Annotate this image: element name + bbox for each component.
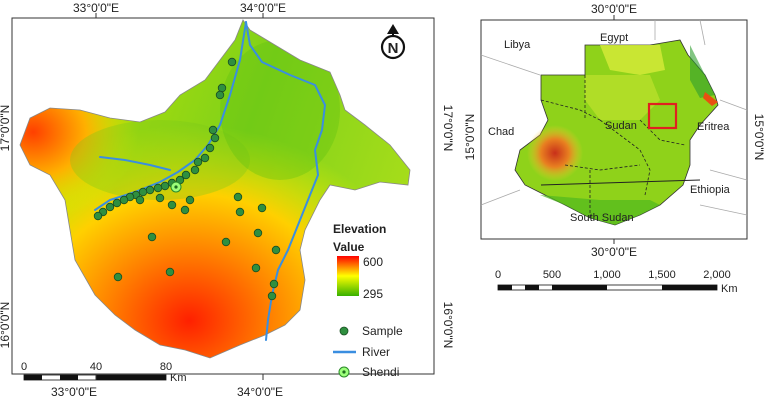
sample-point <box>200 153 210 163</box>
sample-point <box>180 205 190 215</box>
study-area-box <box>647 102 678 130</box>
svg-text:30°0'0"E: 30°0'0"E <box>591 2 637 16</box>
sample-point <box>167 200 177 210</box>
svg-text:33°0'0"E: 33°0'0"E <box>73 1 119 15</box>
label-eritrea: Eritrea <box>697 121 730 133</box>
legend-sample-label: Sample <box>362 324 403 338</box>
river-tributary-west <box>99 156 171 171</box>
sample-point <box>181 170 191 180</box>
svg-text:17°0'0"N: 17°0'0"N <box>441 105 455 152</box>
label-south-sudan: South Sudan <box>570 212 634 224</box>
svg-text:40: 40 <box>90 361 102 373</box>
svg-text:16°0'0"N: 16°0'0"N <box>441 302 455 349</box>
svg-text:34°0'0"E: 34°0'0"E <box>237 385 283 399</box>
svg-text:0: 0 <box>495 269 501 281</box>
elevation-ramp <box>337 256 359 296</box>
inset-graticule: 30°0'0"E 30°0'0"E 15°0'0"N 15°0'0"N <box>463 2 766 259</box>
north-arrow: N <box>380 24 406 60</box>
sample-point <box>155 193 165 203</box>
svg-text:30°0'0"E: 30°0'0"E <box>591 245 637 259</box>
elevation-legend: Elevation Value 600 295 <box>333 222 386 301</box>
point-legend: Sample River Shendi <box>333 324 403 379</box>
label-ethiopia: Ethiopia <box>690 184 731 196</box>
svg-text:80: 80 <box>160 361 172 373</box>
svg-text:N: N <box>388 40 399 57</box>
river-main-south <box>265 189 313 341</box>
svg-text:33°0'0"E: 33°0'0"E <box>51 385 97 399</box>
legend-max: 600 <box>363 255 383 269</box>
svg-text:Km: Km <box>170 372 187 384</box>
sample-point <box>271 245 281 255</box>
main-scale-bar: 0 40 80 Km <box>21 361 187 384</box>
inset-internal-borders <box>540 75 686 218</box>
label-libya: Libya <box>504 39 531 51</box>
legend-subtitle: Value <box>333 240 365 254</box>
sample-point <box>190 165 200 175</box>
legend-title: Elevation <box>333 222 386 236</box>
river-main-north <box>245 21 326 191</box>
sample-point <box>93 211 103 221</box>
sample-point <box>215 90 225 100</box>
legend-river-label: River <box>362 345 390 359</box>
label-egypt: Egypt <box>600 32 628 44</box>
inset-scale-bar: 0 500 1,000 1,500 2,000 Km <box>495 269 738 295</box>
main-graticule: 33°0'0"E 34°0'0"E 33°0'0"E 34°0'0"E 17°0… <box>0 1 455 399</box>
south-sudan-border <box>540 179 701 186</box>
legend-min: 295 <box>363 287 383 301</box>
sample-point <box>235 207 245 217</box>
svg-text:500: 500 <box>543 269 561 281</box>
sample-point <box>185 195 195 205</box>
legend-shendi-label: Shendi <box>362 365 399 379</box>
svg-text:15°0'0"N: 15°0'0"N <box>463 114 477 161</box>
svg-text:1,500: 1,500 <box>648 269 676 281</box>
sample-point <box>205 143 215 153</box>
sample-point <box>251 263 261 273</box>
svg-text:0: 0 <box>21 361 27 373</box>
sample-point <box>227 57 237 67</box>
svg-text:17°0'0"N: 17°0'0"N <box>0 105 12 152</box>
label-sudan: Sudan <box>605 120 637 132</box>
shendi-marker <box>170 181 182 193</box>
sample-point <box>112 198 122 208</box>
sample-point <box>147 232 157 242</box>
svg-text:2,000: 2,000 <box>703 269 731 281</box>
inset-country-labels: Libya Egypt Chad Sudan Eritrea Ethiopia … <box>488 32 731 224</box>
sample-point <box>217 83 227 93</box>
sample-point <box>210 133 220 143</box>
inset-context-borders <box>480 19 748 216</box>
sample-point <box>269 279 279 289</box>
legend-sample-symbol <box>339 326 349 336</box>
sample-point <box>135 195 145 205</box>
sample-point <box>267 291 277 301</box>
svg-text:16°0'0"N: 16°0'0"N <box>0 302 12 349</box>
sample-point <box>233 192 243 202</box>
sample-point <box>153 183 163 193</box>
sample-point <box>221 237 231 247</box>
label-chad: Chad <box>488 126 514 138</box>
svg-text:1,000: 1,000 <box>593 269 621 281</box>
sample-point <box>257 203 267 213</box>
sample-point <box>145 185 155 195</box>
sample-point <box>119 195 129 205</box>
sample-point <box>193 157 203 167</box>
sample-point <box>160 181 170 191</box>
sample-point <box>138 187 148 197</box>
sample-point <box>208 125 218 135</box>
sample-point <box>113 272 123 282</box>
sample-point <box>165 267 175 277</box>
svg-text:34°0'0"E: 34°0'0"E <box>240 1 286 15</box>
sample-point <box>105 202 115 212</box>
sample-point <box>253 228 263 238</box>
svg-text:15°0'0"N: 15°0'0"N <box>752 114 766 161</box>
study-area-outline <box>19 19 411 359</box>
svg-text:Km: Km <box>721 283 738 295</box>
sample-points <box>93 57 281 301</box>
